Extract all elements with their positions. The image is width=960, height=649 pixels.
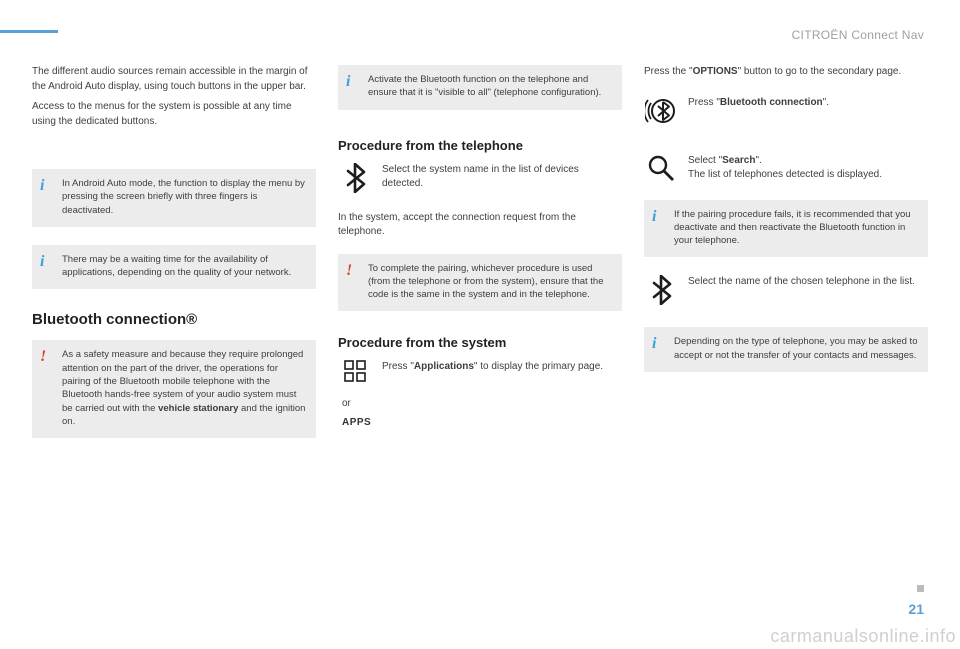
bluetooth-signal-icon [644,96,678,126]
step-select-search: Select "Search". The list of telephones … [644,154,928,182]
info-icon: i [652,333,656,355]
subsection-from-telephone: Procedure from the telephone [338,138,622,153]
options-text: Press the "OPTIONS" button to go to the … [644,65,928,80]
warning-icon: ! [40,346,46,368]
step-select-telephone: Select the name of the chosen telephone … [644,275,928,305]
text: " to display the primary page. [474,361,603,372]
apps-label: APPS [342,417,622,428]
page-number: 21 [908,601,924,617]
warn-callout-safety: ! As a safety measure and because they r… [32,340,316,438]
info-icon: i [346,71,350,93]
text-bold: vehicle stationary [158,403,238,414]
callout-text: There may be a waiting time for the avai… [62,254,291,278]
callout-text: If the pairing procedure fails, it is re… [674,209,911,247]
step-text: Select the name of the chosen telephone … [688,275,928,289]
warn-callout-pairing-code: ! To complete the pairing, whichever pro… [338,254,622,312]
info-icon: i [652,206,656,228]
column-1: The different audio sources remain acces… [32,65,316,456]
text: The list of telephones detected is displ… [688,169,882,180]
step-press-bluetooth-connection: Press "Bluetooth connection". [644,96,928,126]
info-callout-transfer-contacts: i Depending on the type of telephone, yo… [644,327,928,372]
text: Press the " [644,66,693,77]
text-bold: OPTIONS [693,66,738,77]
content-columns: The different audio sources remain acces… [32,65,928,456]
text-bold: Search [722,155,755,166]
callout-text: To complete the pairing, whichever proce… [368,263,604,301]
text: " button to go to the secondary page. [738,66,902,77]
search-icon [644,154,678,182]
or-label: or [342,398,622,409]
footer-dot-icon [917,585,924,592]
step-text: Select "Search". The list of telephones … [688,154,928,182]
text: Press " [688,97,720,108]
header-accent-bar [0,30,58,33]
info-icon: i [40,251,44,273]
warning-icon: ! [346,260,352,282]
watermark: carmanualsonline.info [770,626,956,647]
accept-text: In the system, accept the connection req… [338,211,622,240]
info-callout-waiting-time: i There may be a waiting time for the av… [32,245,316,290]
text: Press " [382,361,414,372]
spacer [32,135,316,169]
callout-text: Activate the Bluetooth function on the t… [368,74,601,98]
text: ". [823,97,829,108]
bluetooth-icon [644,275,678,305]
apps-grid-icon [338,360,372,382]
section-title-bluetooth: Bluetooth connection® [32,311,316,328]
info-callout-pairing-fail: i If the pairing procedure fails, it is … [644,200,928,258]
column-2: i Activate the Bluetooth function on the… [338,65,622,456]
header-title: CITROËN Connect Nav [792,28,924,42]
info-icon: i [40,175,44,197]
bluetooth-icon [338,163,372,193]
column-3: Press the "OPTIONS" button to go to the … [644,65,928,456]
subsection-from-system: Procedure from the system [338,335,622,350]
text-bold: Bluetooth connection [720,97,823,108]
intro-paragraph-1: The different audio sources remain acces… [32,65,316,94]
text: Select " [688,155,722,166]
intro-paragraph-2: Access to the menus for the system is po… [32,100,316,129]
step-select-system: Select the system name in the list of de… [338,163,622,193]
text-bold: Applications [414,361,474,372]
callout-text: Depending on the type of telephone, you … [674,336,917,360]
info-callout-activate-bt: i Activate the Bluetooth function on the… [338,65,622,110]
callout-text: In Android Auto mode, the function to di… [62,178,305,216]
step-text: Select the system name in the list of de… [382,163,622,191]
text: ". [755,155,761,166]
step-text: Press "Bluetooth connection". [688,96,928,110]
footer: 21 [908,583,924,619]
info-callout-android-auto: i In Android Auto mode, the function to … [32,169,316,227]
page-root: CITROËN Connect Nav The different audio … [0,0,960,649]
callout-text: As a safety measure and because they req… [62,349,305,426]
step-text: Press "Applications" to display the prim… [382,360,622,374]
step-press-applications: Press "Applications" to display the prim… [338,360,622,382]
